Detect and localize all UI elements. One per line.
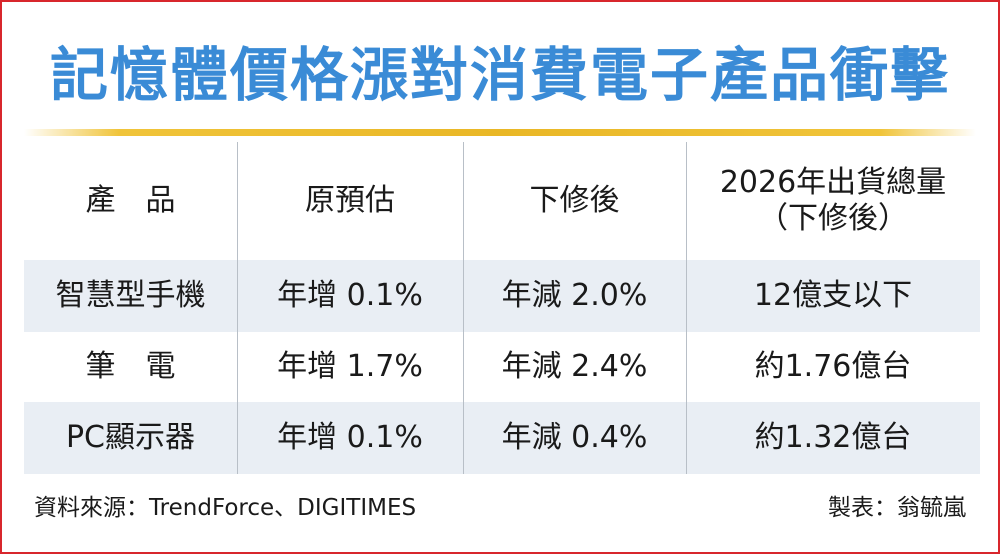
cell-product: 筆 電 — [85, 349, 176, 384]
cell-shipments: 12億支以下 — [753, 278, 913, 313]
cell-product: PC顯示器 — [65, 420, 196, 455]
title-divider — [24, 129, 976, 136]
table-row: PC顯示器 年增 0.1% 年減 0.4% 約1.32億台 — [24, 402, 980, 474]
cell-original-estimate: 年增 0.1% — [277, 420, 423, 455]
cell-original-estimate: 年增 1.7% — [277, 349, 423, 384]
source-note: 資料來源：TrendForce、DIGITIMES — [34, 495, 417, 521]
table-row: 智慧型手機 年增 0.1% 年減 2.0% 12億支以下 — [24, 260, 980, 332]
table-row: 筆 電 年增 1.7% 年減 2.4% 約1.76億台 — [24, 332, 980, 402]
column-divider — [463, 142, 464, 474]
cell-original-estimate: 年增 0.1% — [277, 278, 423, 313]
page-title: 記憶體價格漲對消費電子產品衝擊 — [49, 41, 950, 109]
header-revised: 下修後 — [529, 183, 620, 218]
table-header-row: 產 品 原預估 下修後 2026年出貨總量 （下修後） — [24, 142, 980, 260]
header-original-estimate: 原預估 — [305, 183, 395, 218]
cell-revised: 年減 2.4% — [501, 349, 648, 384]
column-divider — [686, 142, 687, 474]
cell-shipments: 約1.32億台 — [754, 420, 912, 455]
column-divider — [237, 142, 238, 474]
cell-product: 智慧型手機 — [55, 278, 206, 313]
maker-credit: 製表：翁毓嵐 — [828, 495, 966, 521]
header-2026-shipments: 2026年出貨總量 （下修後） — [719, 165, 947, 236]
cell-revised: 年減 2.0% — [501, 278, 648, 313]
cell-revised: 年減 0.4% — [501, 420, 648, 455]
header-product: 產 品 — [85, 183, 176, 218]
cell-shipments: 約1.76億台 — [754, 349, 912, 384]
